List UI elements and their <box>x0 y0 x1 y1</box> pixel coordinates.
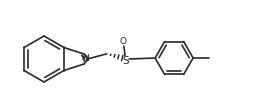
Text: O: O <box>119 37 126 46</box>
Text: N: N <box>82 54 89 63</box>
Text: O: O <box>82 55 89 64</box>
Text: S: S <box>123 56 129 65</box>
